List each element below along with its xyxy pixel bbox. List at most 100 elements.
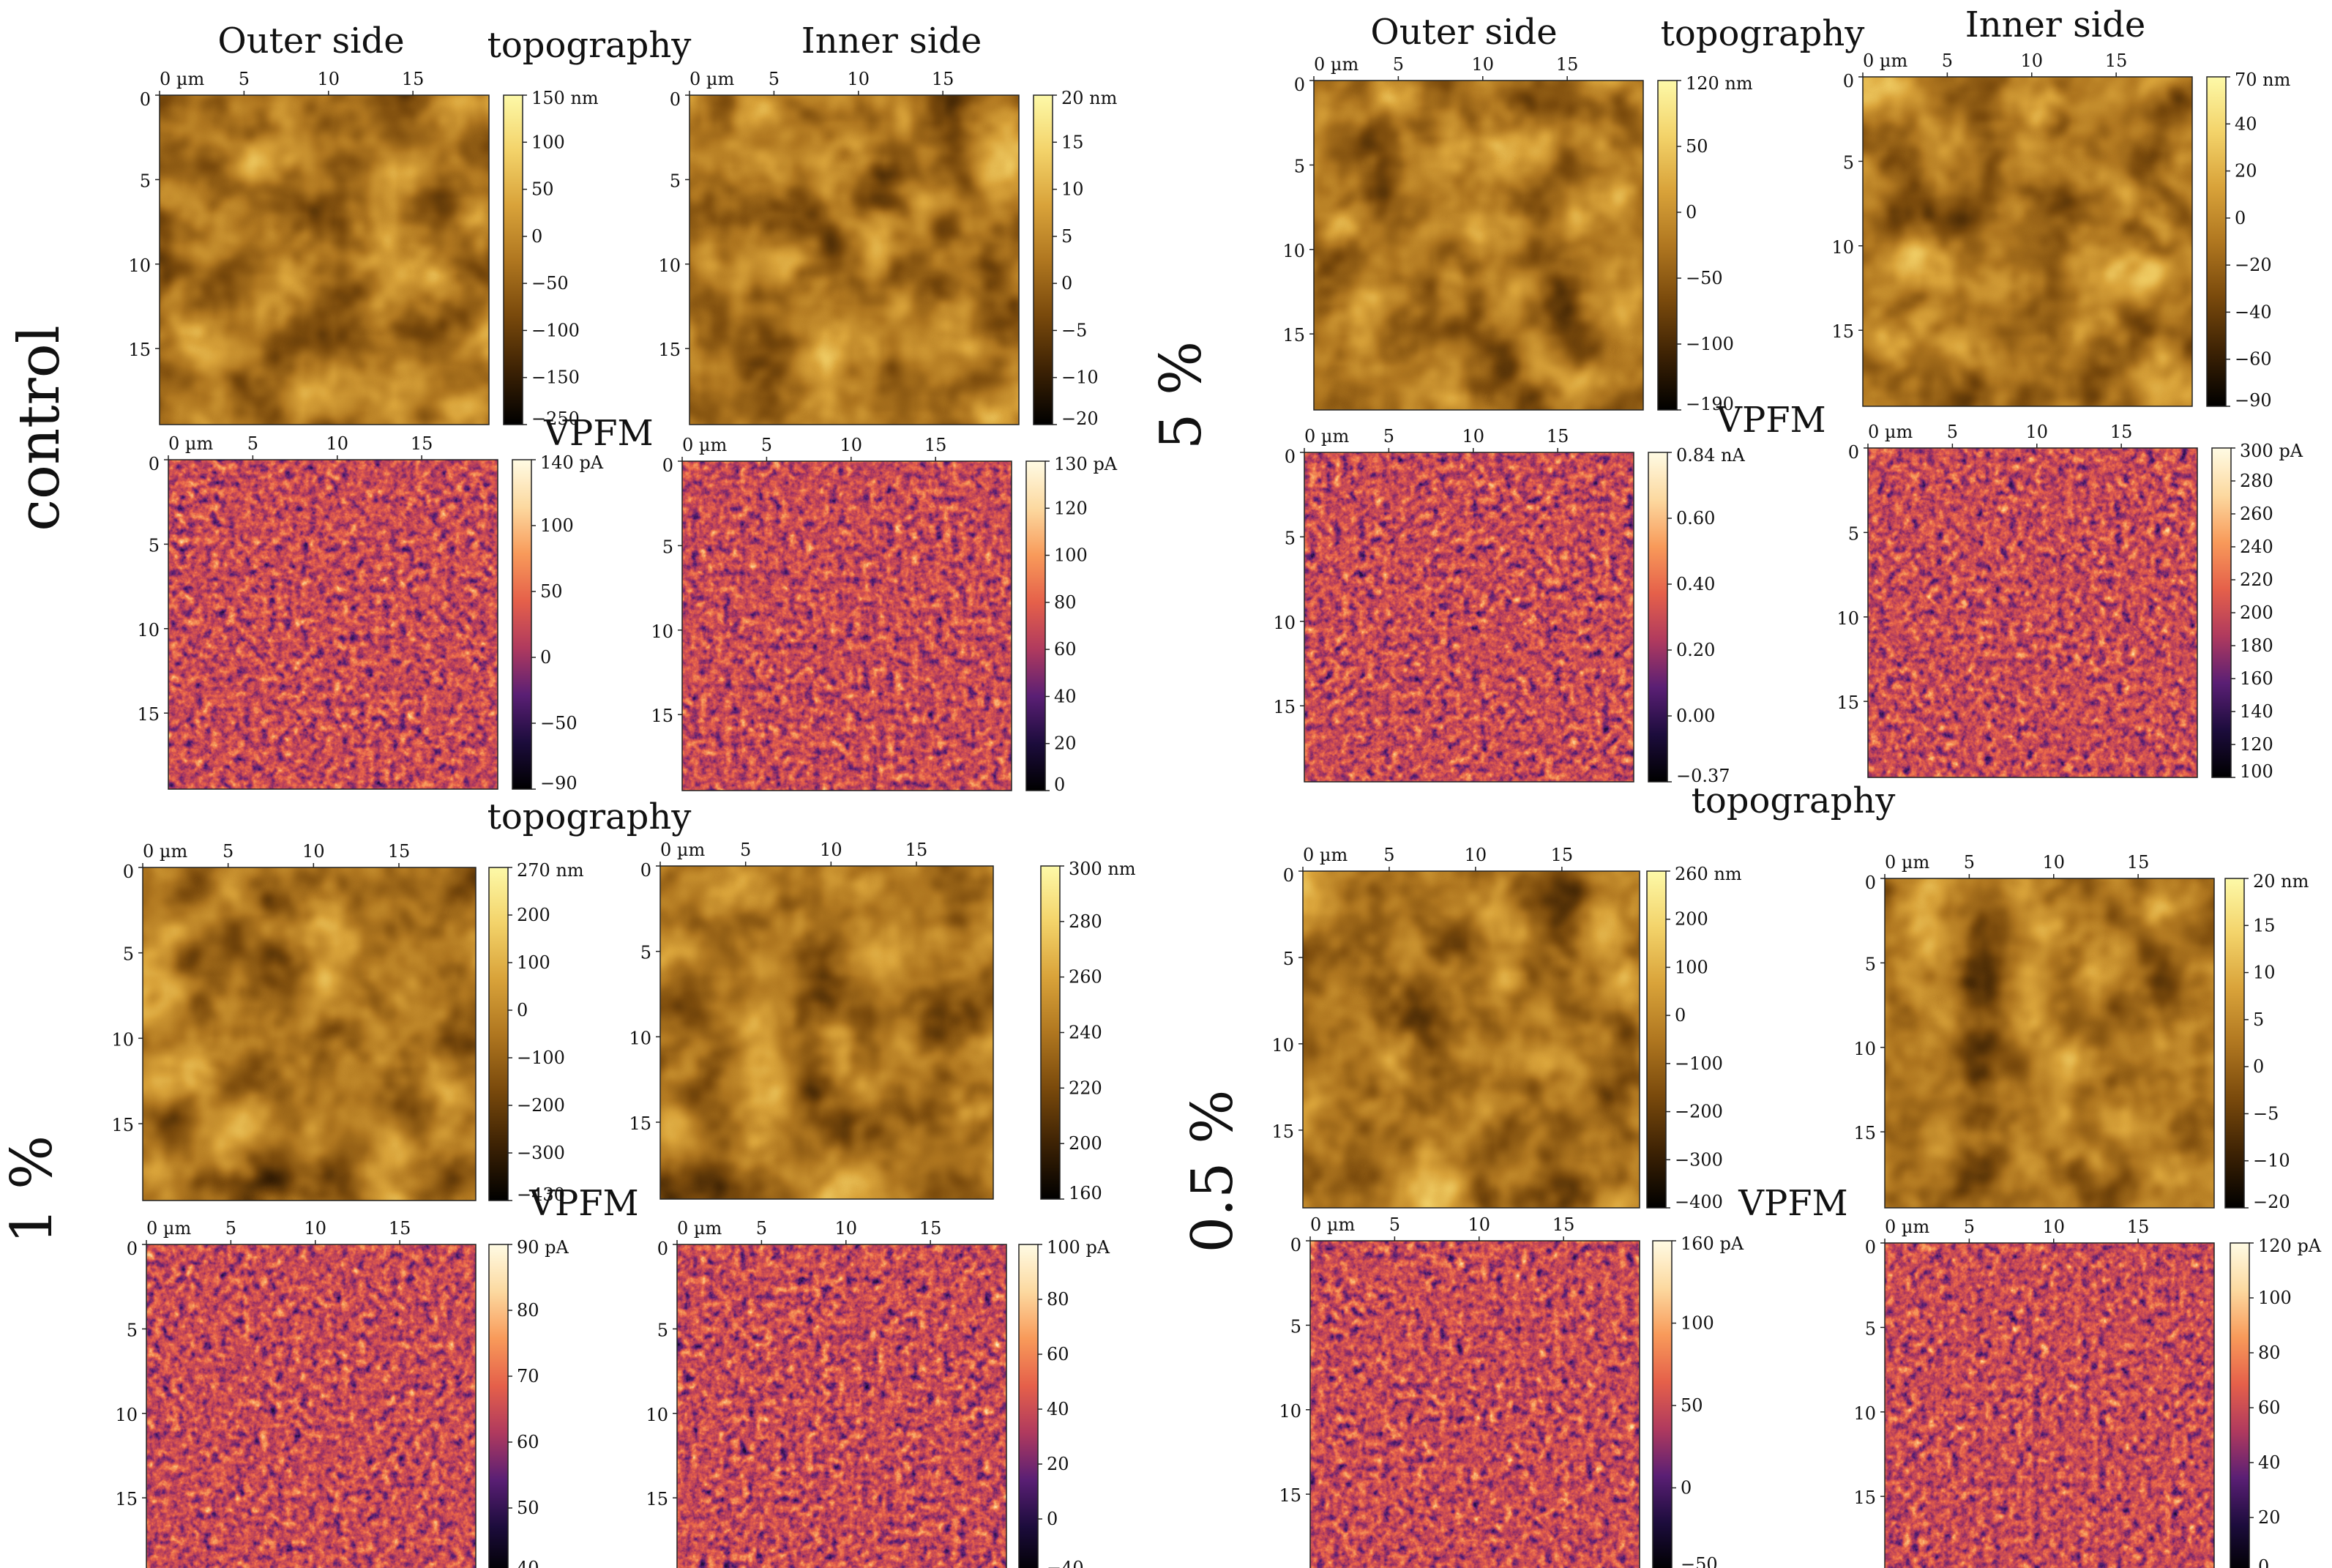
colorbar-tick-label: 100: [517, 952, 550, 973]
y-tick-label: 0: [1285, 447, 1296, 467]
colorbar-tick-label: 20: [1047, 1454, 1069, 1474]
colorbar-tick-label: 0.00: [1676, 706, 1715, 726]
colorbar-tick-label: 270 nm: [517, 860, 584, 881]
colorbar: [2230, 1242, 2250, 1568]
x-tick-label: 5: [756, 1218, 767, 1239]
y-tick-label: 15: [658, 340, 681, 360]
y-tick-label: 15: [137, 704, 160, 725]
colorbar-tick-label: −10: [2253, 1151, 2290, 1171]
colorbar-tick-label: 100: [1681, 1313, 1714, 1334]
y-tick-label: 0: [127, 1239, 138, 1259]
afm-panel: 0 µm 5 10 15 0 5 10 15 260 nm 200 100 0 −100 −200 −300…: [1271, 845, 1741, 1212]
y-tick-label: 5: [140, 171, 151, 191]
y-tick-label: 10: [629, 1028, 651, 1048]
colorbar-tick-label: 150 nm: [531, 88, 599, 108]
colorbar-tick-label: −200: [517, 1095, 565, 1116]
colorbar-tick-label: 80: [1054, 592, 1077, 613]
colorbar-tick-label: 15: [1061, 132, 1084, 152]
x-tick-label: 5: [239, 69, 250, 89]
colorbar-tick-label: −10: [1061, 367, 1099, 388]
colorbar: [2206, 76, 2227, 407]
colorbar-tick-label: 40: [2258, 1452, 2281, 1473]
colorbar-tick-label: 0.60: [1676, 508, 1715, 529]
x-tick-label: 0 µm: [143, 841, 187, 862]
x-tick-label: 5: [1964, 1217, 1975, 1237]
group-label: 0.5 %: [1180, 1090, 1246, 1253]
colorbar: [1648, 452, 1668, 783]
y-tick-label: 0: [1290, 1235, 1301, 1255]
colorbar-tick-label: 70: [517, 1366, 539, 1386]
colorbar-tick-label: 20: [1054, 733, 1077, 754]
x-tick-label: 5: [1383, 845, 1394, 865]
y-tick-label: 5: [640, 943, 651, 963]
afm-image: [1314, 81, 1643, 410]
colorbar-tick-label: −300: [1675, 1149, 1723, 1170]
colorbar-tick-label: 0: [1047, 1509, 1058, 1529]
y-tick-label: 15: [1279, 1485, 1301, 1506]
colorbar-tick-label: 160: [2240, 668, 2273, 689]
vpfm-heading: VPFM: [1716, 400, 1825, 441]
colorbar-tick-label: 50: [1681, 1395, 1703, 1416]
colorbar-tick-label: −100: [1675, 1053, 1723, 1074]
colorbar-tick-label: −300: [517, 1143, 565, 1163]
y-tick-label: 10: [1853, 1403, 1876, 1424]
group-label: control: [7, 325, 72, 531]
y-tick-label: 5: [1843, 152, 1854, 173]
colorbar: [488, 867, 509, 1201]
colorbar-tick-label: 0.20: [1676, 640, 1715, 660]
y-tick-label: 0: [670, 89, 681, 110]
afm-panel: 0 µm 5 10 15 0 5 10 15 130 pA 120 100 80 60 40 20 0: [651, 435, 1117, 795]
y-tick-label: 15: [1836, 692, 1859, 713]
y-tick-label: 5: [1865, 954, 1876, 974]
outer-side-heading: Outer side: [1370, 12, 1557, 53]
colorbar-tick-label: 40: [1054, 686, 1077, 706]
colorbar-tick-label: 240: [2240, 537, 2273, 557]
colorbar-tick-label: 200: [1069, 1133, 1102, 1154]
x-tick-label: 10: [326, 433, 348, 454]
panel-group-1pct: 1 % topography VPFM 0 µm 5 10 15 0 5 10 15 270 nm 20…: [0, 796, 1136, 1568]
colorbar-tick-label: −40: [1047, 1558, 1084, 1568]
outer-side-heading: Outer side: [217, 20, 404, 61]
y-tick-label: 15: [111, 1115, 134, 1135]
y-tick-label: 10: [128, 255, 151, 276]
y-tick-label: 10: [1273, 613, 1296, 633]
colorbar-tick-label: 20: [2258, 1507, 2281, 1528]
afm-image: [1868, 448, 2197, 777]
colorbar-tick-label: 100: [531, 132, 565, 152]
colorbar-tick-label: 120 pA: [2258, 1236, 2322, 1256]
colorbar-tick-label: 50: [1686, 136, 1708, 157]
colorbar: [488, 1244, 509, 1568]
colorbar-tick-label: 40: [1047, 1399, 1069, 1419]
afm-image: [1303, 871, 1640, 1208]
x-tick-label: 15: [1551, 845, 1574, 865]
y-tick-label: 15: [629, 1113, 651, 1134]
afm-image: [689, 95, 1019, 425]
group-label: 1 %: [0, 1135, 65, 1244]
colorbar-tick-label: 140 pA: [540, 452, 604, 473]
colorbar-tick-label: −0.37: [1676, 766, 1730, 786]
x-tick-label: 0 µm: [1304, 426, 1349, 447]
colorbar-tick-label: 5: [1061, 226, 1072, 247]
x-tick-label: 15: [411, 433, 433, 454]
x-tick-label: 10: [304, 1218, 326, 1239]
y-tick-label: 15: [1853, 1123, 1876, 1143]
y-tick-label: 5: [123, 944, 134, 965]
y-tick-label: 15: [128, 340, 151, 360]
x-tick-label: 0 µm: [1863, 51, 1907, 71]
y-tick-label: 10: [1836, 608, 1859, 629]
afm-panel: 0 µm 5 10 15 0 5 10 15 270 nm 200 100 0 −100 −200 −300…: [111, 841, 583, 1205]
inner-side-heading: Inner side: [801, 20, 982, 61]
x-tick-label: 5: [761, 435, 772, 455]
x-tick-label: 0 µm: [1885, 1217, 1929, 1237]
x-tick-label: 10: [2042, 852, 2065, 873]
colorbar-tick-label: 300 nm: [1069, 859, 1136, 879]
colorbar-tick-label: 0: [1054, 774, 1065, 795]
x-tick-label: 5: [223, 841, 233, 862]
colorbar-tick-label: 0: [531, 226, 542, 247]
colorbar-tick-label: 280: [1069, 911, 1102, 932]
y-tick-label: 0: [662, 455, 673, 476]
colorbar-tick-label: 180: [2240, 635, 2273, 656]
x-tick-label: 15: [388, 841, 411, 862]
x-tick-label: 0 µm: [1303, 845, 1348, 865]
